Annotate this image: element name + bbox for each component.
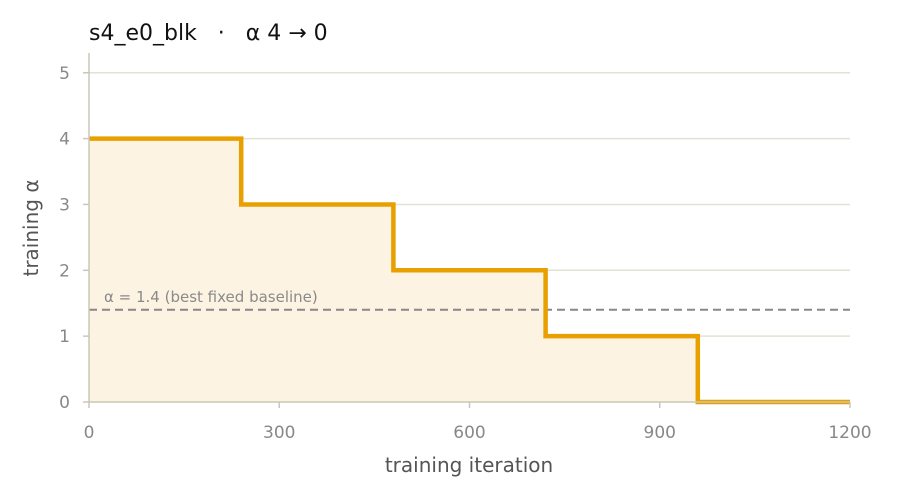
y-tick-label: 5 bbox=[59, 64, 70, 84]
x-tick-label: 900 bbox=[644, 423, 676, 443]
x-tick-label: 1200 bbox=[828, 423, 871, 443]
y-tick-label: 4 bbox=[59, 130, 70, 150]
x-ticks: 0 300 600 900 1200 bbox=[84, 402, 872, 443]
y-tick-label: 3 bbox=[59, 195, 70, 215]
x-tick-label: 0 bbox=[84, 423, 95, 443]
y-axis-label: training α bbox=[19, 179, 43, 276]
reference-line-label: α = 1.4 (best fixed baseline) bbox=[104, 288, 318, 306]
x-tick-label: 600 bbox=[453, 423, 485, 443]
y-tick-label: 0 bbox=[59, 393, 70, 413]
y-tick-label: 1 bbox=[59, 327, 70, 347]
x-tick-label: 300 bbox=[263, 423, 295, 443]
chart-title: s4_e0_blk · α 4 → 0 bbox=[89, 21, 328, 46]
step-series-line bbox=[89, 136, 850, 405]
y-ticks: 0 1 2 3 4 5 bbox=[59, 64, 89, 413]
y-tick-label: 2 bbox=[59, 261, 70, 281]
x-axis-label: training iteration bbox=[385, 453, 553, 477]
